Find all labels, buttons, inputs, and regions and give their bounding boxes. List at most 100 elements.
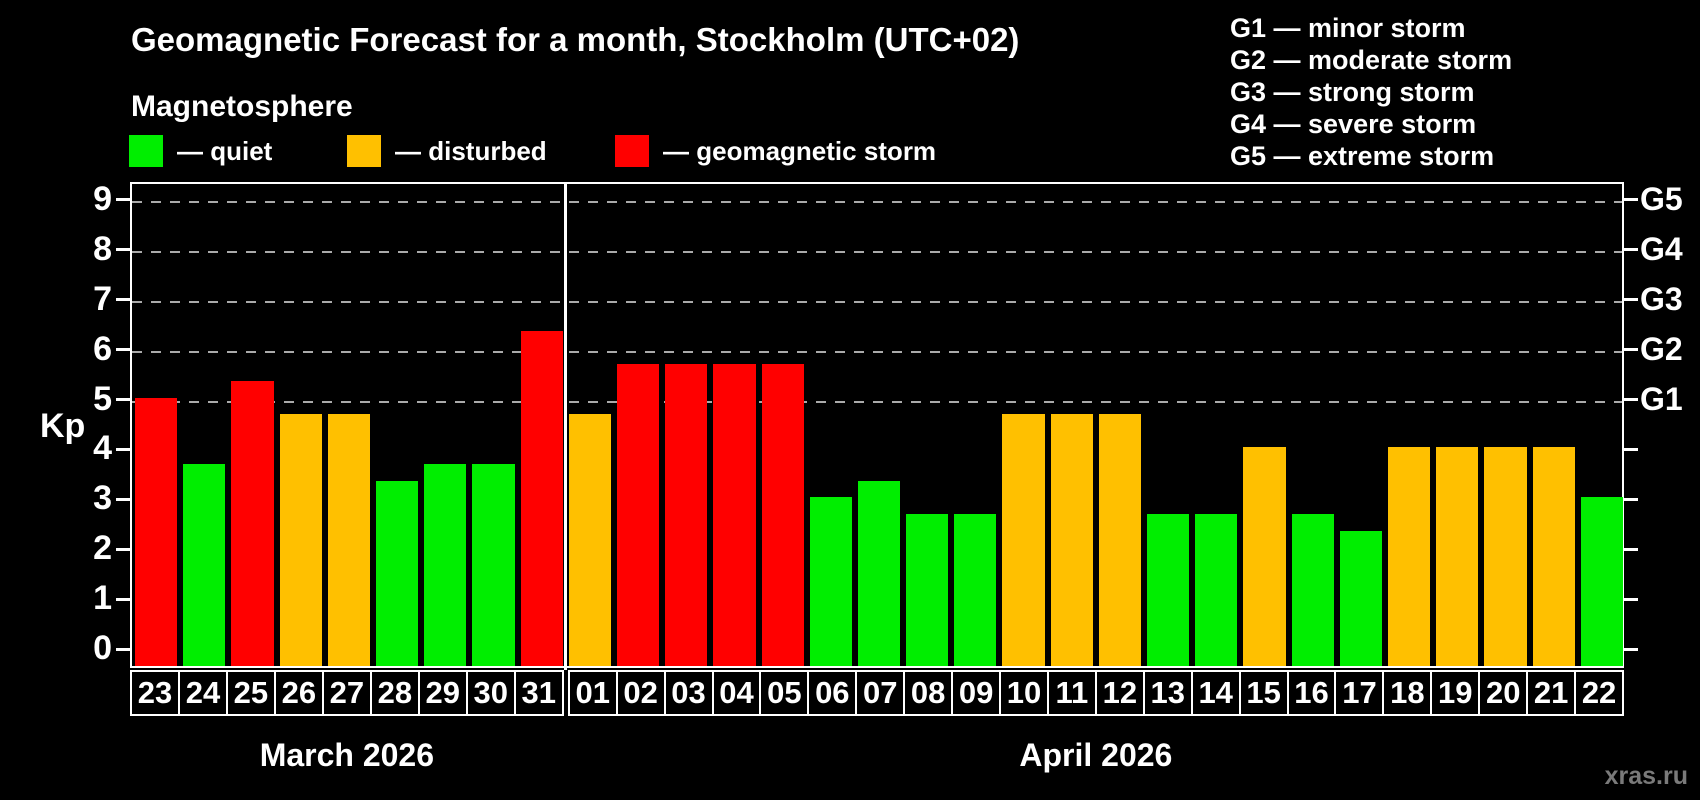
day-label-23: 23 — [130, 670, 180, 716]
y-axis-tick-right-5 — [1624, 398, 1638, 402]
day-label-07: 07 — [855, 670, 906, 716]
y-axis-tick-right-8 — [1624, 248, 1638, 252]
day-label-19: 19 — [1430, 670, 1481, 716]
y-axis-tick-right-7 — [1624, 298, 1638, 302]
g-legend-row-g1: G1 — minor storm — [1230, 13, 1466, 43]
day-label-04: 04 — [711, 670, 762, 716]
bar-day-24 — [183, 463, 226, 666]
y-axis-tick-right-6 — [1624, 348, 1638, 352]
bar-day-01 — [568, 414, 611, 666]
y-axis-label-8: 8 — [93, 229, 112, 268]
day-label-03: 03 — [663, 670, 714, 716]
day-label-15: 15 — [1238, 670, 1289, 716]
bar-day-17 — [1339, 530, 1383, 666]
quiet-color-swatch — [129, 135, 163, 167]
bar-day-29 — [424, 463, 467, 666]
bar-day-28 — [375, 480, 419, 666]
y-axis-tick-left-9 — [116, 198, 130, 202]
legend-item-storm: — geomagnetic storm — [615, 135, 936, 167]
y-axis-tick-left-1 — [116, 597, 130, 601]
day-label-22: 22 — [1574, 670, 1625, 716]
day-label-29: 29 — [417, 670, 468, 716]
bar-day-23 — [135, 397, 178, 666]
y-axis-tick-left-5 — [116, 398, 130, 402]
right-axis-label-g4: G4 — [1640, 230, 1683, 267]
magnetosphere-subtitle: Magnetosphere — [131, 90, 353, 123]
bar-day-08 — [906, 513, 949, 666]
y-axis-label-5: 5 — [93, 379, 112, 418]
storm-color-swatch — [615, 135, 649, 167]
day-label-row-march: 23 24 25 26 27 28 29 30 31 — [130, 670, 564, 716]
y-axis-tick-right-2 — [1624, 547, 1638, 551]
day-label-01: 01 — [567, 670, 618, 716]
bar-day-05 — [761, 364, 804, 666]
legend-item-quiet: — quiet — [129, 135, 272, 167]
day-label-20: 20 — [1478, 670, 1529, 716]
day-label-17: 17 — [1334, 670, 1385, 716]
day-label-25: 25 — [225, 670, 276, 716]
day-label-08: 08 — [903, 670, 954, 716]
y-axis-tick-left-0 — [116, 647, 130, 651]
bar-day-12 — [1098, 414, 1142, 666]
legend-label-disturbed: — disturbed — [395, 135, 547, 166]
g-legend-row-g3: G3 — strong storm — [1230, 77, 1475, 107]
bar-day-21 — [1532, 447, 1575, 666]
bar-day-25 — [231, 381, 274, 666]
day-label-30: 30 — [465, 670, 516, 716]
bar-day-26 — [279, 414, 322, 666]
day-label-14: 14 — [1190, 670, 1241, 716]
bar-day-22 — [1580, 497, 1623, 666]
day-label-row-april: 01 02 03 04 05 06 07 08 09 10 11 12 13 14 15 16 17 18 19 20… — [567, 670, 1625, 716]
y-axis-tick-left-7 — [116, 298, 130, 302]
month-label-april: April 2026 — [1019, 737, 1173, 773]
bar-day-14 — [1195, 513, 1238, 666]
bar-day-06 — [809, 497, 852, 666]
disturbed-color-swatch — [347, 135, 381, 167]
day-label-05: 05 — [759, 670, 810, 716]
bar-day-16 — [1291, 513, 1334, 666]
y-axis-label-6: 6 — [93, 329, 112, 368]
y-axis-label-9: 9 — [93, 179, 112, 218]
y-axis-tick-right-1 — [1624, 597, 1638, 601]
y-axis-tick-left-8 — [116, 248, 130, 252]
bar-day-10 — [1002, 414, 1045, 666]
bar-day-13 — [1147, 513, 1190, 666]
day-label-06: 06 — [807, 670, 858, 716]
month-divider-line — [563, 184, 567, 670]
page-title: Geomagnetic Forecast for a month, Stockh… — [131, 21, 1020, 58]
right-axis-label-g2: G2 — [1640, 330, 1683, 367]
y-axis-label-7: 7 — [93, 279, 112, 318]
y-axis-tick-right-0 — [1624, 647, 1638, 651]
legend-item-disturbed: — disturbed — [347, 135, 547, 167]
bar-day-02 — [616, 364, 660, 666]
y-axis-title: Kp — [40, 407, 86, 445]
bar-day-07 — [857, 480, 901, 666]
day-label-13: 13 — [1142, 670, 1193, 716]
bar-day-30 — [472, 463, 515, 666]
bar-day-09 — [954, 513, 997, 666]
y-axis-tick-left-4 — [116, 447, 130, 451]
watermark: xras.ru — [1604, 762, 1688, 790]
day-label-21: 21 — [1526, 670, 1577, 716]
bar-day-31 — [520, 331, 563, 666]
day-label-11: 11 — [1046, 670, 1097, 716]
right-axis-label-g3: G3 — [1640, 280, 1683, 317]
legend-label-quiet: — quiet — [177, 135, 273, 166]
day-label-02: 02 — [615, 670, 666, 716]
bar-day-11 — [1050, 414, 1093, 666]
gridline-kp5 — [132, 400, 1622, 403]
bar-day-20 — [1484, 447, 1527, 666]
day-label-09: 09 — [951, 670, 1002, 716]
gridline-kp8 — [132, 250, 1622, 253]
y-axis-tick-right-4 — [1624, 447, 1638, 451]
day-label-12: 12 — [1094, 670, 1145, 716]
right-axis-label-g5: G5 — [1640, 180, 1683, 217]
gridline-kp7 — [132, 300, 1622, 303]
g-legend-row-g4: G4 — severe storm — [1230, 109, 1477, 139]
bar-day-03 — [665, 364, 708, 666]
bar-day-04 — [713, 364, 756, 666]
day-label-31: 31 — [513, 670, 564, 716]
legend-label-storm: — geomagnetic storm — [663, 135, 937, 166]
g-scale-legend: G1 — minor storm G2 — moderate storm G3 … — [1230, 12, 1512, 172]
y-axis-label-0: 0 — [93, 629, 112, 668]
